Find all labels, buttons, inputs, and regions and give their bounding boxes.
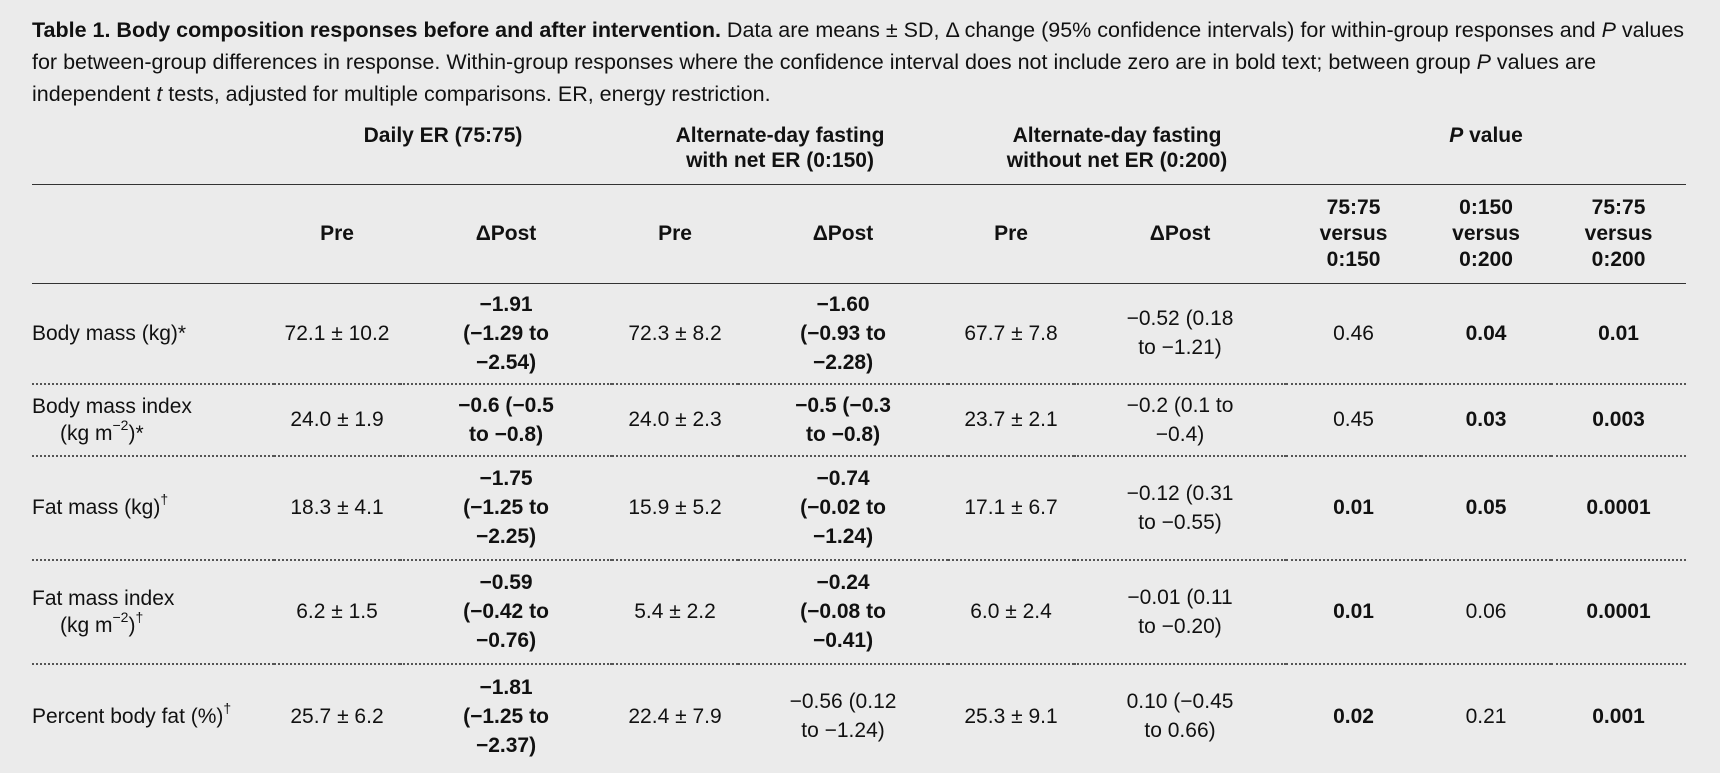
group-p-value: P value [1449,124,1523,147]
delta-post-value: −1.81 (−1.25 to −2.37) [463,675,549,757]
group-adf-no-net-er: Alternate-day fasting without net ER (0:2… [1006,124,1228,172]
group-adf-net-er: Alternate-day fasting with net ER (0:150) [675,124,885,172]
caption-text-3: values are independent [32,50,1597,106]
caption-text-1: Data are means ± SD, Δ change (95% confi… [720,18,1602,42]
delta-post-value: −0.24 (−0.08 to −0.41) [800,571,886,652]
group-daily-er: Daily ER (75:75) [363,124,523,147]
pre-value: 17.1 ± 6.7 [964,496,1058,519]
pval-header-75-vs-150: 75:75 versus 0:150 [1319,196,1388,271]
pre-value: 25.3 ± 9.1 [964,704,1058,728]
p-value: 0.003 [1592,408,1645,431]
delta-post-value: −1.60 (−0.93 to −2.28) [800,292,886,374]
pre-value: 25.7 ± 6.2 [290,704,384,728]
delta-post-value: −0.12 (0.31 to −0.55) [1126,481,1234,534]
p-value: 0.05 [1465,496,1507,519]
group-header-row: Daily ER (75:75) Alternate-day fasting wi… [32,116,1687,185]
pre-header-1: Pre [320,222,354,245]
caption-t-italic: t [156,82,163,106]
delta-post-value: −0.56 (0.12 to −1.24) [789,690,897,742]
dpost-header-3: ΔPost [1149,222,1211,245]
pre-value: 24.0 ± 1.9 [290,408,384,431]
pre-value: 67.7 ± 7.8 [964,321,1058,345]
delta-post-value: −0.01 (0.11 to −0.20) [1127,585,1233,638]
row-label-body-mass: Body mass (kg)* [32,321,187,345]
caption-text-4: tests, adjusted for multiple comparisons… [162,82,771,106]
table-caption: Table 1. Body composition responses befo… [32,14,1690,110]
delta-post-value: 0.10 (−0.45 to 0.66) [1126,690,1234,742]
dpost-header-1: ΔPost [475,222,537,245]
caption-text-2: values for between-group differences in … [32,18,1685,74]
pre-value: 6.2 ± 1.5 [296,600,378,623]
row-label-percent-body-fat: Percent body fat (%)† [32,699,232,728]
row-label-fat-mass: Fat mass (kg)† [32,491,169,519]
p-value: 0.001 [1592,704,1645,728]
delta-post-value: −1.91 (−1.29 to −2.54) [463,292,549,374]
p-value: 0.01 [1333,496,1374,519]
pre-value: 24.0 ± 2.3 [628,408,722,431]
p-value: 0.01 [1333,600,1374,623]
results-table: Daily ER (75:75) Alternate-day fasting wi… [32,116,1687,768]
p-value: 0.02 [1333,704,1374,728]
pval-header-75-vs-200: 75:75 versus 0:200 [1584,196,1653,271]
table-row: Body mass (kg)* 72.1 ± 10.2 −1.91 (−1.29 … [32,284,1687,384]
delta-post-value: −0.74 (−0.02 to −1.24) [800,467,886,548]
empty-header [32,116,274,185]
pre-value: 23.7 ± 2.1 [964,408,1058,431]
p-value: 0.21 [1465,704,1507,728]
table-row: Fat mass (kg)† 18.3 ± 4.1 −1.75 (−1.25 to… [32,456,1687,560]
table-row: Fat mass index (kg m−2)† 6.2 ± 1.5 −0.59(… [32,560,1687,664]
pre-header-3: Pre [994,222,1028,245]
pre-value: 72.3 ± 8.2 [628,321,722,345]
pre-value: 18.3 ± 4.1 [290,496,384,519]
label-header [32,185,274,284]
delta-post-value: −0.2 (0.1 to −0.4) [1126,393,1234,446]
pre-value: 6.0 ± 2.4 [970,600,1052,623]
p-value: 0.01 [1598,321,1639,345]
row-label-fmi: Fat mass index (kg m−2)† [32,586,175,637]
pre-header-2: Pre [658,222,692,245]
delta-post-value: −0.52 (0.18 to −1.21) [1126,307,1234,360]
pre-value: 15.9 ± 5.2 [628,496,722,519]
delta-post-value: −0.5 (−0.3 to −0.8) [795,393,891,446]
dpost-header-2: ΔPost [812,222,874,245]
pre-value: 72.1 ± 10.2 [284,321,390,345]
caption-p-italic-2: P [1476,50,1491,74]
pre-value: 5.4 ± 2.2 [634,600,716,623]
p-value: 0.03 [1465,408,1507,431]
p-value: 0.45 [1333,408,1374,431]
caption-p-italic: P [1601,18,1616,42]
sub-header-row: Pre ΔPost Pre ΔPost Pre ΔPost 75:75 versu… [32,185,1687,284]
pval-header-150-vs-200: 0:150 versus 0:200 [1452,196,1520,271]
table-row: Percent body fat (%)† 25.7 ± 6.2 −1.81 (−… [32,664,1686,768]
caption-title: Table 1. Body composition responses befo… [32,18,721,42]
delta-post-value: −1.75 (−1.25 to −2.25) [463,467,549,548]
p-value: 0.06 [1465,600,1507,623]
pre-value: 22.4 ± 7.9 [628,704,722,728]
delta-post-value: −0.59 (−0.42 to −0.76) [463,571,549,652]
delta-post-value: −0.6 (−0.5 to −0.8) [458,393,554,446]
row-label-bmi: Body mass index (kg m−2)* [32,394,192,445]
p-value: 0.0001 [1586,496,1651,519]
p-value: 0.04 [1465,321,1507,345]
table-row: Body mass index (kg m−2)* 24.0 ± 1.9 −0.6… [32,384,1687,456]
p-value: 0.46 [1333,321,1374,345]
p-value: 0.0001 [1586,600,1651,623]
